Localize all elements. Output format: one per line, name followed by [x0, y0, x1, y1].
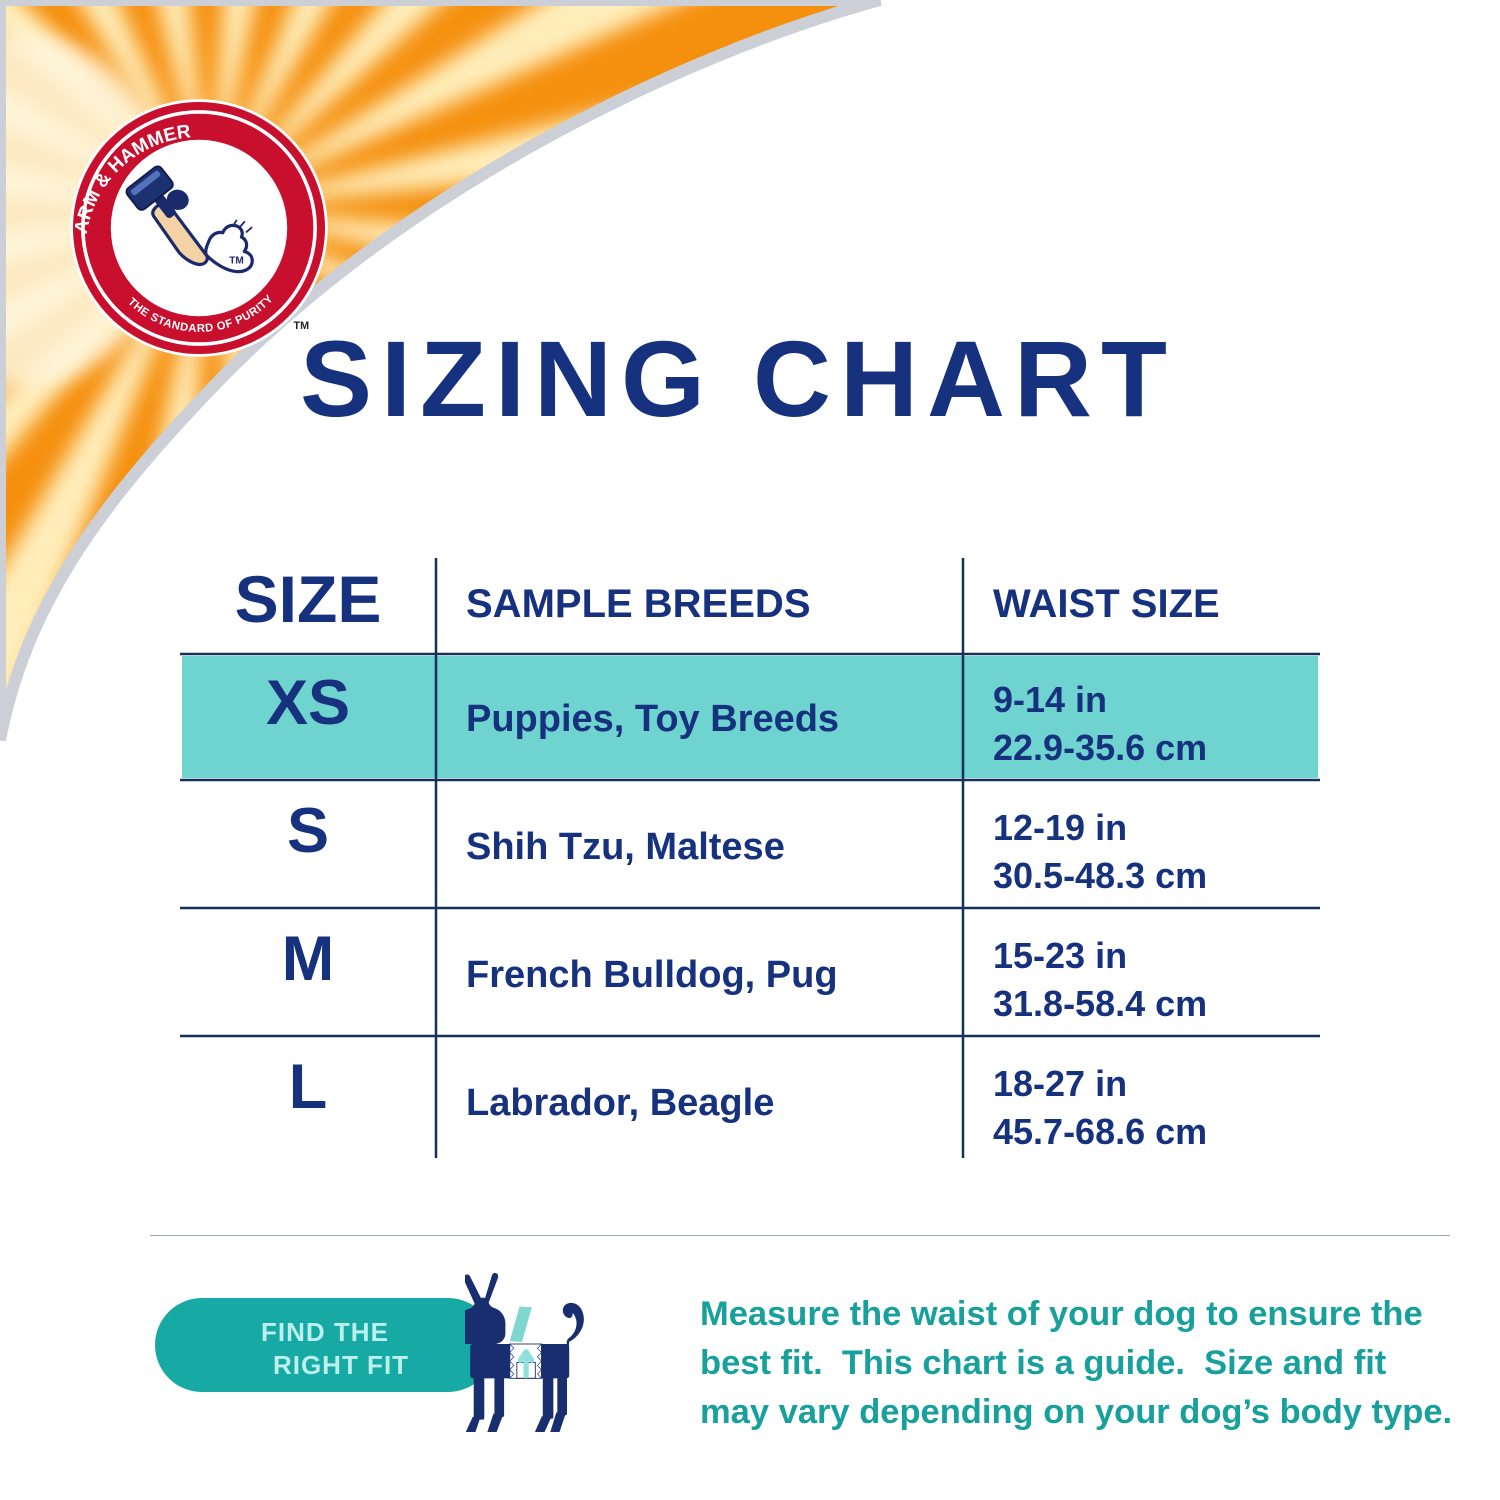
svg-text:RIGHT FIT: RIGHT FIT: [273, 1350, 409, 1380]
svg-text:TM: TM: [229, 256, 244, 267]
svg-text:FIND THE: FIND THE: [261, 1317, 389, 1347]
